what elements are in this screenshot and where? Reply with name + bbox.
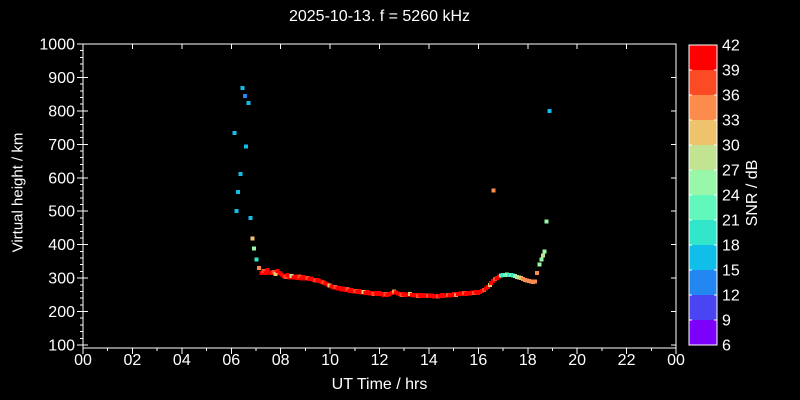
x-tick-label: 10 <box>321 352 339 369</box>
data-point <box>371 291 376 296</box>
colorbar-tick-label: 15 <box>722 263 740 280</box>
colorbar-tick-label: 18 <box>722 238 740 255</box>
colorbar-segment <box>689 195 717 220</box>
data-point <box>244 144 249 149</box>
data-point <box>435 294 440 299</box>
x-tick-label: 00 <box>74 352 92 369</box>
colorbar-segment <box>689 120 717 145</box>
x-tick-label: 14 <box>420 352 438 369</box>
x-tick-label: 12 <box>371 352 389 369</box>
data-point <box>243 93 248 98</box>
data-point <box>238 172 243 177</box>
y-tick-label: 300 <box>48 271 75 288</box>
colorbar-tick-label: 24 <box>722 188 740 205</box>
data-point <box>539 257 544 262</box>
data-point <box>544 219 549 224</box>
data-point <box>534 270 539 275</box>
data-point <box>532 279 537 284</box>
y-tick-label: 500 <box>48 204 75 221</box>
data-point <box>234 209 239 214</box>
colorbar-tick-label: 39 <box>722 63 740 80</box>
data-point <box>283 274 288 279</box>
data-point <box>273 271 278 276</box>
data-point <box>491 188 496 193</box>
data-point <box>323 281 328 286</box>
data-point <box>271 269 276 274</box>
data-point <box>403 293 408 298</box>
colorbar-segment <box>689 270 717 295</box>
data-point <box>236 190 241 195</box>
x-tick-label: 22 <box>618 352 636 369</box>
colorbar-segment <box>689 145 717 170</box>
colorbar-tick-label: 9 <box>722 313 731 330</box>
data-point <box>263 271 268 276</box>
data-point <box>387 291 392 296</box>
colorbar-segment <box>689 245 717 270</box>
data-point <box>254 257 259 262</box>
colorbar-tick-label: 33 <box>722 113 740 130</box>
colorbar-segment <box>689 220 717 245</box>
data-point <box>261 269 266 274</box>
colorbar-segment <box>689 170 717 195</box>
colorbar-tick-label: 12 <box>722 288 740 305</box>
colorbar-tick-label: 42 <box>722 38 740 55</box>
x-tick-label: 16 <box>469 352 487 369</box>
y-tick-label: 800 <box>48 103 75 120</box>
y-tick-label: 1000 <box>39 37 75 54</box>
x-tick-label: 18 <box>519 352 537 369</box>
data-point <box>250 236 255 241</box>
data-point <box>355 290 360 295</box>
colorbar-tick-label: 30 <box>722 138 740 155</box>
colorbar-tick-label: 27 <box>722 163 740 180</box>
colorbar-tick-label: 21 <box>722 213 740 230</box>
x-tick-label: 04 <box>173 352 191 369</box>
data-point <box>489 280 494 285</box>
x-tick-label: 00 <box>667 352 685 369</box>
data-point <box>419 293 424 298</box>
plot-frame <box>82 43 677 349</box>
colorbar-segment <box>689 320 717 345</box>
colorbar-segment <box>689 70 717 95</box>
x-tick-label: 06 <box>222 352 240 369</box>
data-point <box>246 100 251 105</box>
data-point <box>541 253 546 258</box>
x-axis-label: UT Time / hrs <box>331 376 428 393</box>
data-point <box>240 86 245 91</box>
data-point <box>252 246 257 251</box>
data-point <box>488 282 493 287</box>
y-tick-label: 100 <box>48 338 75 355</box>
colorbar-tick-label: 36 <box>722 88 740 105</box>
data-point <box>512 274 517 279</box>
colorbar-tick-label: 6 <box>722 338 731 355</box>
data-point <box>303 276 308 281</box>
colorbar-segment <box>689 45 717 70</box>
y-tick-label: 700 <box>48 137 75 154</box>
y-tick-label: 900 <box>48 70 75 87</box>
data-point <box>297 274 302 279</box>
x-tick-label: 08 <box>272 352 290 369</box>
data-point <box>547 108 552 113</box>
colorbar-segment <box>689 95 717 120</box>
colorbar-segment <box>689 295 717 320</box>
x-tick-label: 02 <box>124 352 142 369</box>
x-tick-label: 20 <box>568 352 586 369</box>
data-point <box>265 268 270 273</box>
data-point <box>451 292 456 297</box>
y-tick-label: 400 <box>48 237 75 254</box>
data-point <box>339 287 344 292</box>
data-point <box>232 130 237 135</box>
data-point <box>257 266 262 271</box>
data-point <box>537 262 542 267</box>
data-point <box>248 215 253 220</box>
y-tick-label: 200 <box>48 304 75 321</box>
data-point <box>483 286 488 291</box>
y-tick-label: 600 <box>48 170 75 187</box>
chart-title: 2025-10-13. f = 5260 kHz <box>288 8 470 25</box>
data-point <box>467 291 472 296</box>
data-point <box>486 284 491 289</box>
data-point <box>285 273 290 278</box>
data-point <box>542 249 547 254</box>
